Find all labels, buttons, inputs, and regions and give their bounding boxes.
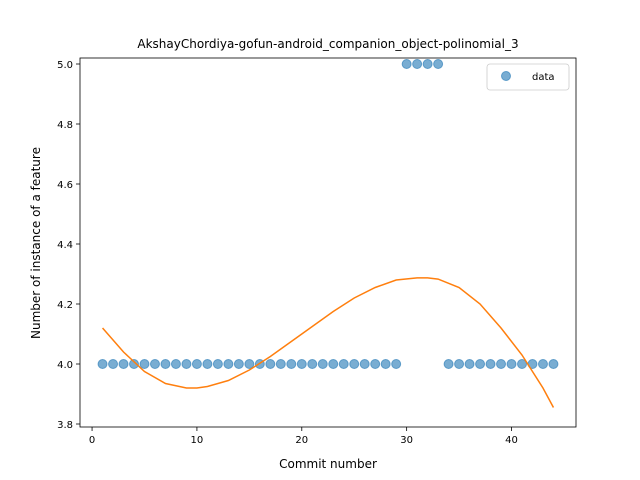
data-point [401, 59, 412, 69]
data-point [412, 59, 423, 69]
data-point [139, 359, 150, 369]
data-point [223, 359, 234, 369]
data-point [129, 359, 139, 369]
data-point [537, 359, 548, 369]
legend-marker [501, 71, 511, 81]
data-point [108, 359, 119, 369]
data-point [191, 359, 202, 369]
legend: data [486, 63, 570, 91]
data-point [506, 359, 517, 369]
data-point [181, 359, 192, 369]
y-tick-label: 4.6 [57, 180, 73, 191]
data-point [496, 359, 507, 369]
plot-area [97, 59, 559, 408]
data-point [118, 359, 129, 369]
x-tick-label: 20 [295, 435, 308, 446]
y-axis-label: Number of instance of a feature [29, 147, 43, 339]
data-point [233, 359, 244, 369]
x-tick-label: 40 [505, 435, 518, 446]
y-tick-label: 5.0 [57, 60, 73, 71]
data-point [244, 359, 255, 369]
data-point [485, 359, 496, 369]
data-point [160, 359, 171, 369]
data-point [149, 359, 160, 369]
axis-ticks: 0 10 20 30 40 3.8 4.0 4.2 4.4 4.6 4.8 5.0 [57, 60, 518, 446]
data-point [454, 359, 465, 369]
data-point [422, 59, 433, 69]
fit-line [101, 277, 555, 408]
y-tick-label: 4.0 [57, 360, 73, 371]
data-point [212, 359, 223, 369]
x-tick-label: 10 [191, 435, 204, 446]
data-point [464, 359, 475, 369]
x-tick-label: 30 [400, 435, 413, 446]
data-point [286, 359, 297, 369]
data-point [97, 359, 108, 369]
data-point [380, 359, 391, 369]
data-point [202, 359, 213, 369]
data-point [433, 59, 444, 69]
data-point [170, 359, 181, 369]
data-point [391, 359, 402, 369]
data-point [475, 359, 486, 369]
data-point [265, 359, 276, 369]
x-axis-label: Commit number [279, 457, 377, 471]
data-point [370, 359, 381, 369]
y-tick-label: 4.2 [57, 300, 73, 311]
data-point [548, 359, 559, 369]
data-point [296, 359, 307, 369]
data-point [317, 359, 328, 369]
x-tick-label: 0 [89, 435, 95, 446]
data-point [359, 359, 370, 369]
data-point [328, 359, 339, 369]
data-point [275, 359, 286, 369]
data-point [307, 359, 318, 369]
legend-box [486, 63, 570, 91]
y-tick-label: 3.8 [57, 420, 73, 431]
data-point [517, 359, 527, 369]
plot-frame [79, 57, 577, 428]
chart-title: AkshayChordiya-gofun-android_companion_o… [137, 37, 518, 51]
y-tick-label: 4.8 [57, 120, 73, 131]
y-tick-label: 4.4 [57, 240, 73, 251]
data-point [338, 359, 349, 369]
data-point [349, 359, 360, 369]
legend-label: data [532, 72, 555, 83]
data-point [443, 359, 454, 369]
